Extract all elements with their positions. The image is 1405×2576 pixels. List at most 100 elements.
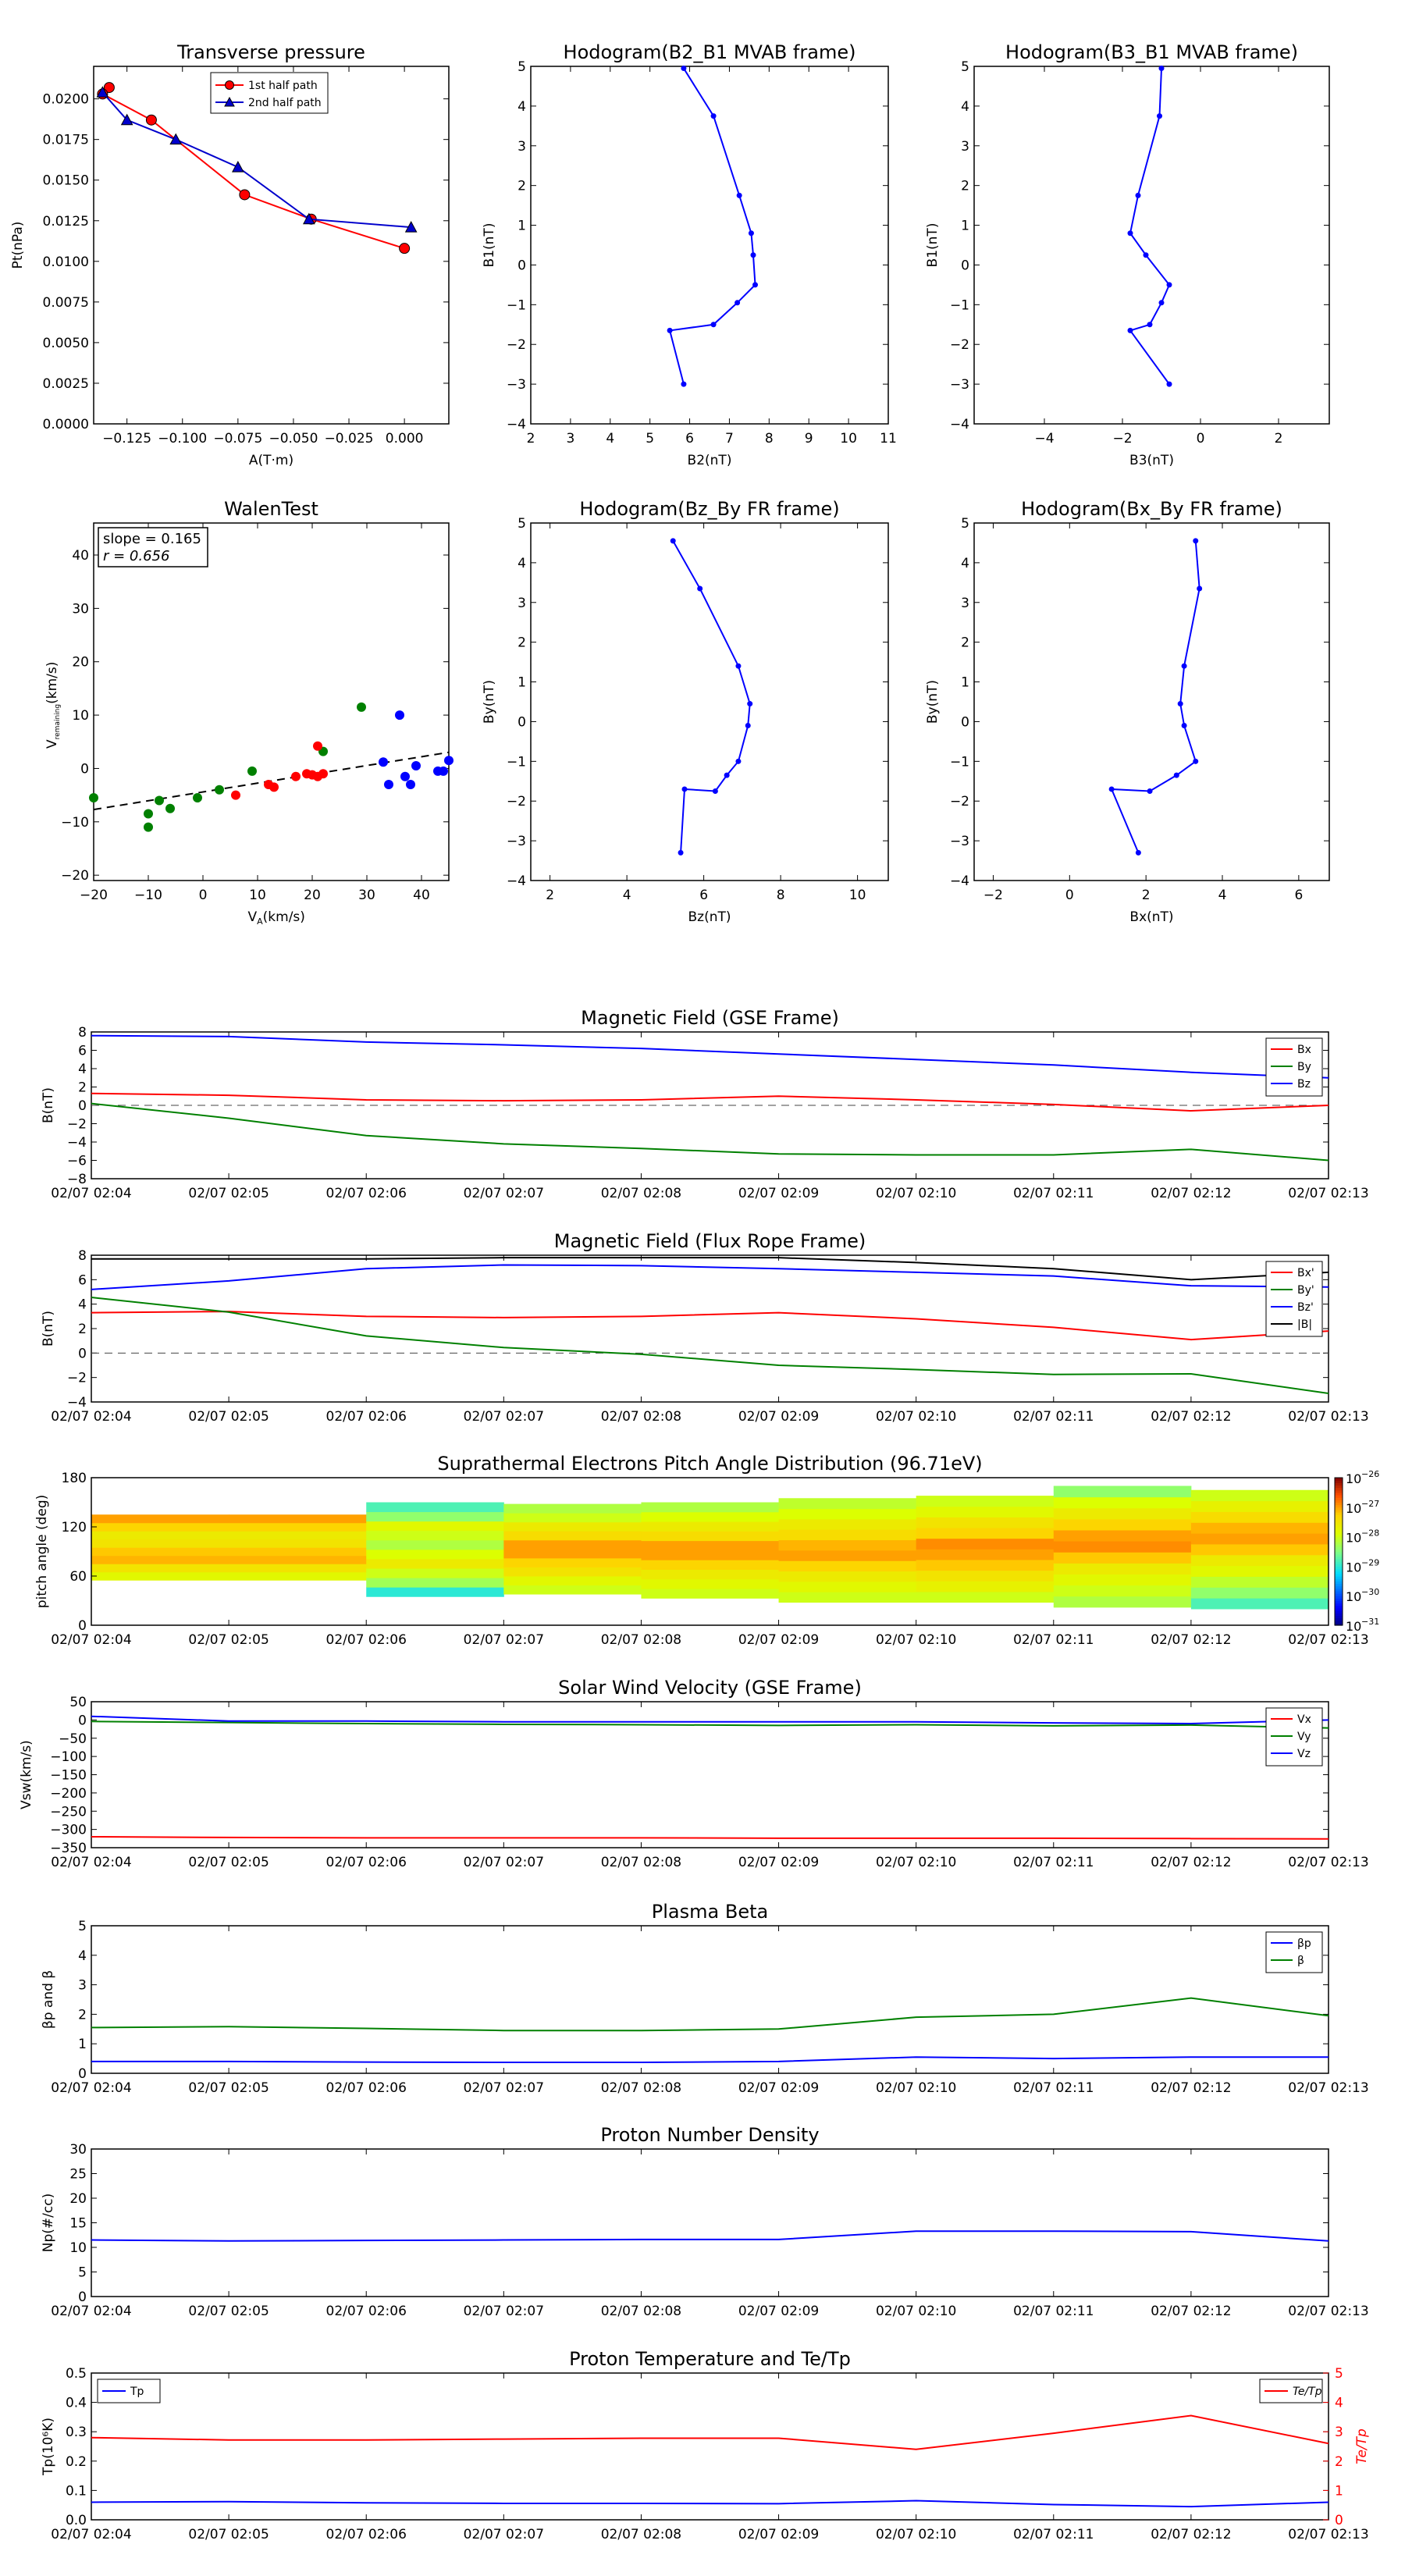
chart-title: Magnetic Field (Flux Rope Frame): [554, 1230, 866, 1252]
data-point: [1181, 663, 1187, 669]
colorbar-segment: [1335, 1551, 1343, 1555]
heatmap-cell: [91, 1564, 229, 1573]
x-tick-label: 02/07 02:05: [188, 2527, 269, 2542]
y-tick-label: −8: [67, 1172, 87, 1187]
colorbar-segment: [1335, 1561, 1343, 1564]
heatmap-cell: [366, 1587, 504, 1597]
x-tick-label: −2: [1112, 431, 1132, 447]
data-point: [710, 113, 717, 119]
data-point: [1143, 252, 1149, 258]
colorbar-segment: [1335, 1500, 1343, 1503]
y-axis-label: βp and β: [41, 1970, 56, 2029]
y-tick-label: 4: [78, 1062, 87, 1077]
x-tick-label: −20: [80, 888, 108, 903]
x-tick-label: 02/07 02:10: [876, 2304, 956, 2319]
data-point: [667, 327, 673, 333]
colorbar-tick-exponent: −28: [1361, 1528, 1379, 1539]
y-axis-label: Vremaining(km/s): [44, 662, 62, 749]
data-point: [736, 192, 742, 198]
series-line: [91, 1311, 1329, 1341]
y-tick-label: 0.0175: [43, 133, 89, 148]
x-tick-label: 02/07 02:10: [876, 1855, 956, 1870]
y-tick-label: 2: [518, 635, 526, 651]
series-line: [91, 1102, 1329, 1162]
y-tick-label: −3: [507, 834, 526, 849]
data-point: [750, 252, 756, 258]
data-point: [697, 585, 703, 592]
data-point: [404, 221, 418, 233]
colorbar-segment: [1335, 1485, 1343, 1489]
chart-title: Transverse pressure: [176, 41, 365, 63]
y2-tick-label: 5: [1335, 2366, 1343, 2382]
legend-label: Vz: [1297, 1748, 1311, 1760]
x-tick-label: 02/07 02:05: [188, 2304, 269, 2319]
heatmap-cell: [366, 1549, 504, 1560]
y2-tick-label: 3: [1335, 2425, 1343, 2440]
x-tick-label: 02/07 02:12: [1151, 1409, 1231, 1425]
heatmap-cell: [778, 1508, 917, 1520]
colorbar-segment: [1335, 1502, 1343, 1506]
data-point: [231, 790, 240, 800]
y-tick-label: 0.0150: [43, 173, 89, 189]
x-tick-label: 02/07 02:10: [876, 1409, 956, 1425]
x-tick-label: 0: [1065, 888, 1074, 903]
heatmap-cell: [229, 1547, 367, 1557]
plot-frame: [93, 522, 450, 881]
heatmap-cell: [916, 1581, 1055, 1592]
data-point: [752, 282, 759, 288]
annotation-r: r = 0.656: [103, 548, 169, 564]
legend-marker: [224, 96, 235, 107]
legend-label: 1st half path: [248, 80, 318, 92]
y-tick-label: −1: [950, 754, 969, 770]
heatmap-cell: [1053, 1507, 1192, 1520]
chart-title: Solar Wind Velocity (GSE Frame): [558, 1677, 862, 1699]
y-tick-label: 5: [518, 516, 526, 532]
colorbar-segment: [1335, 1492, 1343, 1496]
colorbar-segment: [1335, 1482, 1343, 1486]
x-tick-label: 02/07 02:09: [738, 2080, 819, 2096]
x-tick-label: 02/07 02:11: [1013, 2527, 1094, 2542]
heatmap-cell: [778, 1581, 917, 1592]
y-tick-label: 3: [518, 139, 526, 155]
plot-walen-test: WalenTest −20 −10 0 10 20 30 40 −20 −10 0 10 20 30 40 s…: [44, 498, 454, 927]
y-tick-label: −1: [507, 297, 526, 313]
x-tick-label: −0.075: [213, 431, 262, 447]
legend-label: βp: [1297, 1937, 1311, 1950]
heatmap-cell: [641, 1569, 780, 1580]
colorbar-segment: [1335, 1553, 1343, 1557]
colorbar-tick-exponent: −30: [1361, 1587, 1379, 1597]
colorbar-segment: [1335, 1527, 1343, 1530]
x-tick-label: 02/07 02:11: [1013, 1855, 1094, 1870]
x-tick-label: 10: [249, 888, 266, 903]
heatmap-cell: [916, 1570, 1055, 1582]
heatmap-cell: [641, 1540, 780, 1551]
heatmap-cell: [91, 1531, 229, 1540]
colorbar-segment: [1335, 1583, 1343, 1587]
y-tick-label: 0: [78, 2066, 87, 2082]
colorbar-segment: [1335, 1509, 1343, 1513]
y-tick-label: −3: [950, 834, 969, 849]
data-point: [1193, 758, 1199, 764]
data-point: [400, 771, 410, 781]
x-tick-label: 02/07 02:04: [51, 1632, 131, 1648]
x-tick-label: 02/07 02:09: [738, 1632, 819, 1648]
x-tick-label: 4: [606, 431, 614, 447]
colorbar-segment: [1335, 1593, 1343, 1596]
data-point: [1166, 282, 1172, 288]
colorbar-tick-label: 10: [1346, 1619, 1361, 1634]
plot-frame: [973, 522, 1330, 881]
y-tick-label: −4: [950, 417, 969, 432]
x-axis-label-main: V: [248, 909, 258, 925]
x-tick-label: 02/07 02:04: [51, 1855, 131, 1870]
y-axis-label: B(nT): [41, 1311, 56, 1347]
data-point: [748, 230, 754, 237]
data-point: [1108, 786, 1115, 792]
chart-title: Proton Number Density: [600, 2124, 819, 2146]
y-axis-label: pitch angle (deg): [34, 1495, 50, 1609]
y-axis-label: B1(nT): [482, 223, 497, 268]
data-point: [144, 822, 153, 832]
y-tick-label: −250: [50, 1804, 87, 1820]
y-axis-label: Np(#/cc): [41, 2194, 56, 2252]
plot-frame: [91, 1477, 1329, 1626]
data-point: [1181, 723, 1187, 729]
